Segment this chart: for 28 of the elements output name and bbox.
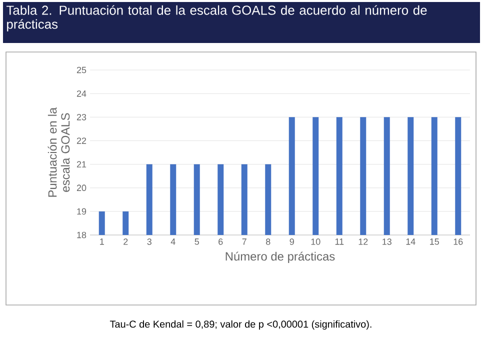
x-tick-label: 10 [311,238,320,245]
y-tick-label: 21 [76,161,86,168]
x-axis-title: Número de prácticas [226,252,335,263]
x-tick-label: 12 [358,238,368,245]
x-tick-label: 2 [124,238,128,245]
y-axis-title: Puntuación en la escala GOALS [48,107,70,197]
x-tick-label: 15 [430,238,439,245]
chart-title: Tabla 2. Puntuación total de la escala GOALS de acuerdo al número de prácticas [6,5,427,32]
x-tick-label: 5 [194,238,199,245]
y-tick-label: 23 [76,114,86,120]
x-tick-label: 6 [218,238,223,245]
x-tick-label: 14 [406,238,416,245]
x-tick-label: 4 [170,238,176,245]
text: Tau-C de Kendal = 0,89; valor de p <0,00001 (significativo). [110,320,372,330]
x-tick-label: 3 [147,238,152,245]
x-tick-label: 9 [290,238,294,245]
x-tick-label: 1 [100,238,104,245]
y-tick-label: 18 [77,232,86,238]
x-tick-label: 7 [242,238,246,245]
x-tick-label: 11 [335,238,344,245]
y-tick-label: 25 [76,66,86,74]
y-tick-label: 19 [77,208,86,215]
x-tick-label: 13 [382,238,392,245]
x-tick-label: 8 [266,238,270,245]
y-tick-label: 24 [76,90,86,97]
y-tick-label: 22 [76,138,86,144]
y-tick-label: 20 [76,184,86,192]
x-tick-label: 16 [454,238,463,245]
